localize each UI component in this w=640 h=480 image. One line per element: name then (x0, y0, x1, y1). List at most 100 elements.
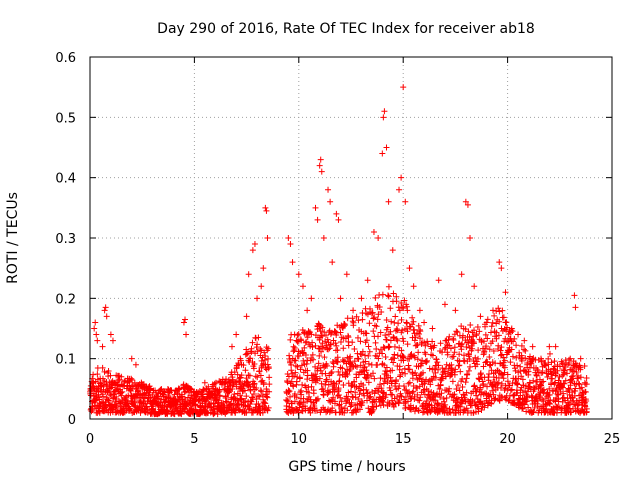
data-point (377, 375, 384, 382)
data-point (266, 381, 273, 388)
data-point (99, 343, 106, 350)
data-point (538, 379, 545, 386)
data-point (530, 408, 537, 415)
data-point (495, 305, 502, 312)
data-point (366, 395, 373, 402)
data-point (378, 309, 385, 316)
data-point (262, 204, 269, 211)
data-point (128, 355, 135, 362)
data-point (421, 319, 428, 326)
data-point (371, 314, 378, 321)
data-point (338, 398, 345, 405)
data-point (254, 295, 261, 302)
data-point (343, 271, 350, 278)
data-point (360, 381, 367, 388)
data-point (567, 382, 574, 389)
data-point (432, 374, 439, 381)
data-point (117, 400, 124, 407)
data-point (337, 339, 344, 346)
data-point (411, 337, 418, 344)
data-point (363, 330, 370, 337)
data-point (327, 341, 334, 348)
data-point (308, 295, 315, 302)
data-point (364, 389, 371, 396)
data-point (333, 342, 340, 349)
data-point (480, 391, 487, 398)
data-point (357, 338, 364, 345)
data-point (500, 314, 507, 321)
data-point (358, 351, 365, 358)
data-point (467, 321, 474, 328)
data-point (433, 356, 440, 363)
data-point (289, 259, 296, 266)
data-point (508, 386, 515, 393)
data-point (113, 401, 120, 408)
data-point (316, 162, 323, 169)
data-point (288, 367, 295, 374)
data-point (295, 271, 302, 278)
data-point (497, 347, 504, 354)
data-point (551, 380, 558, 387)
data-point (353, 409, 360, 416)
data-point (531, 404, 538, 411)
data-point (304, 376, 311, 383)
data-point (503, 319, 510, 326)
data-point (498, 265, 505, 272)
data-point (237, 396, 244, 403)
grid-lines (90, 57, 612, 419)
data-point (452, 366, 459, 373)
data-point (113, 393, 120, 400)
data-point (292, 369, 299, 376)
data-point (294, 332, 301, 339)
data-point (490, 348, 497, 355)
data-point (401, 365, 408, 372)
data-point (250, 391, 257, 398)
data-point (303, 360, 310, 367)
data-point (501, 369, 508, 376)
data-point (546, 385, 553, 392)
data-point (243, 409, 250, 416)
data-point (562, 377, 569, 384)
data-point (549, 375, 556, 382)
data-point (444, 351, 451, 358)
data-point (379, 150, 386, 157)
data-point (429, 352, 436, 359)
data-point (380, 401, 387, 408)
data-point (339, 365, 346, 372)
data-point (290, 348, 297, 355)
data-point (517, 392, 524, 399)
x-tick-label: 10 (291, 432, 308, 447)
data-point (480, 338, 487, 345)
data-point (231, 391, 238, 398)
data-point (452, 307, 459, 314)
data-point (388, 318, 395, 325)
data-point (301, 344, 308, 351)
data-point (548, 359, 555, 366)
data-point (369, 370, 376, 377)
data-point (369, 388, 376, 395)
data-point (482, 323, 489, 330)
data-point (302, 351, 309, 358)
data-point (568, 409, 575, 416)
data-point (256, 393, 263, 400)
data-point (398, 347, 405, 354)
data-point (569, 367, 576, 374)
data-point (458, 346, 465, 353)
data-point (246, 403, 253, 410)
data-point (441, 301, 448, 308)
data-point (237, 355, 244, 362)
data-point (482, 331, 489, 338)
data-point (324, 362, 331, 369)
data-point (500, 354, 507, 361)
data-point (233, 331, 240, 338)
data-point (399, 327, 406, 334)
data-point (475, 347, 482, 354)
data-point (400, 357, 407, 364)
data-point (454, 382, 461, 389)
data-point (497, 384, 504, 391)
data-point (498, 344, 505, 351)
data-point (317, 367, 324, 374)
data-point (347, 353, 354, 360)
data-point (365, 379, 372, 386)
data-point (488, 367, 495, 374)
